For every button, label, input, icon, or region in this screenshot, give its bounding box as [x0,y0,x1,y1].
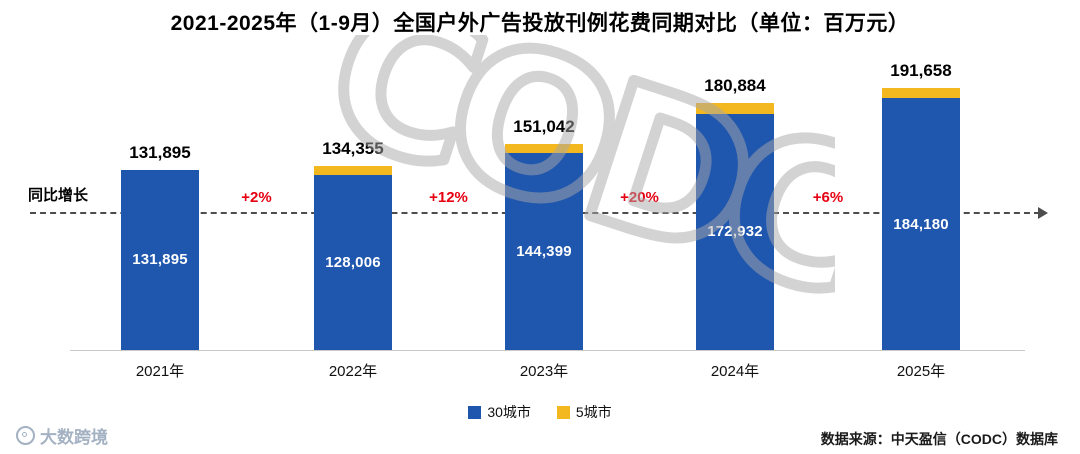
bar-total-label: 131,895 [129,142,191,162]
bar-value-label: 131,895 [132,251,188,269]
legend-item: 30城市 [468,402,531,422]
x-axis-label: 2022年 [328,363,378,380]
bar-total-label: 191,658 [890,61,952,80]
logo-icon [16,426,35,445]
chart-title: 2021-2025年（1-9月）全国户外广告投放刊例花费同期对比（单位：百万元） [170,12,910,35]
legend-swatch [468,405,482,419]
legend-label: 5城市 [575,404,612,420]
arrow-right-icon [1038,207,1048,219]
bar-segment-5cities [505,143,583,153]
bar-segment-30cities: 131,895 [121,169,199,350]
bar-segment-5cities [696,102,774,114]
bar-total-label: 134,355 [322,139,384,159]
legend-label: 30城市 [487,404,531,420]
bar-segment-5cities [314,166,392,175]
bar-group: 184,180 [882,88,960,350]
bar-total-label: 180,884 [704,75,766,95]
bar-group: 128,006 [314,166,392,350]
growth-rate-label: +6% [812,189,844,206]
bar-segment-30cities: 184,180 [882,98,960,350]
bar-segment-5cities [882,88,960,99]
bar-value-label: 128,006 [325,253,381,271]
legend: 30城市 5城市 [0,402,1080,422]
yoy-growth-label: 同比增长 [28,187,89,204]
x-axis-label: 2021年 [135,363,185,380]
legend-swatch [556,405,570,419]
logo-text: 大数跨境 [40,428,108,447]
growth-rate-label: +2% [241,189,272,206]
growth-rate-label: +12% [429,189,468,206]
bar-segment-30cities: 172,932 [696,113,774,350]
bar-value-label: 184,180 [893,215,949,233]
bar-value-label: 144,399 [516,242,572,260]
bar-group: 172,932 [696,102,774,350]
data-source: 数据来源：中天盈信（CODC）数据库 [820,431,1058,447]
bar-segment-30cities: 144,399 [505,152,583,350]
x-axis-label: 2024年 [710,363,760,380]
bar-group: 144,399 [505,143,583,350]
bar-group: 131,895 [121,169,199,350]
bar-total-label: 151,042 [513,116,575,136]
growth-rate-label: +20% [620,189,659,206]
x-axis-label: 2025年 [896,363,946,380]
x-axis-label: 2023年 [519,363,569,380]
legend-item: 5城市 [556,402,612,422]
x-axis-line [70,350,1025,351]
bar-segment-30cities: 128,006 [314,175,392,350]
bar-value-label: 172,932 [707,223,763,241]
site-logo: 大数跨境 [16,423,108,448]
